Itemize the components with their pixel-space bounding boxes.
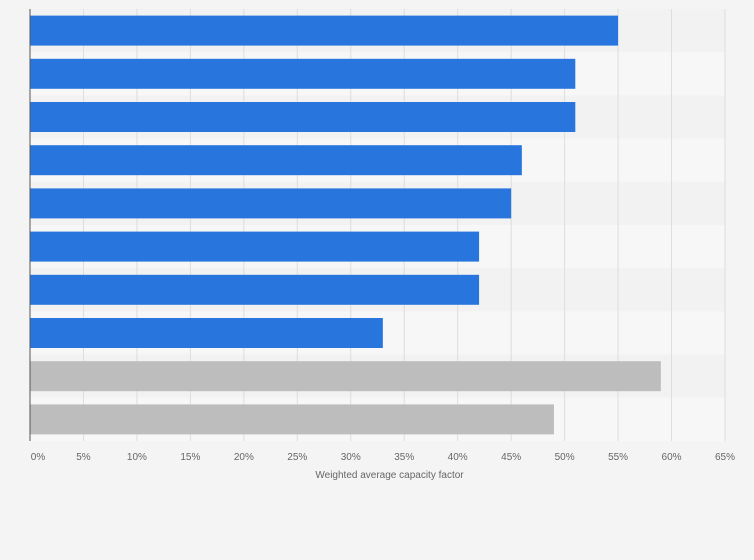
x-tick-label: 10% <box>127 452 147 463</box>
bar[interactable] <box>30 274 480 305</box>
x-tick-label: 65% <box>715 452 735 463</box>
x-tick-label: 40% <box>448 452 468 463</box>
bar[interactable] <box>30 404 554 435</box>
x-tick-label: 45% <box>501 452 521 463</box>
x-tick-label: 55% <box>608 452 628 463</box>
bar[interactable] <box>30 145 522 176</box>
x-axis-title: Weighted average capacity factor <box>315 470 464 481</box>
x-tick-label: 50% <box>555 452 575 463</box>
x-tick-label: 30% <box>341 452 361 463</box>
bar[interactable] <box>30 188 512 219</box>
bar[interactable] <box>30 15 619 46</box>
bar[interactable] <box>30 318 383 348</box>
x-axis-tick-labels: 0% 5% 10% 15% 20% 25% 30% 35% 40% 45% 50% 55% 60% 65% <box>31 452 735 463</box>
x-tick-label: 5% <box>76 452 91 463</box>
x-tick-label: 35% <box>394 452 414 463</box>
x-tick-label: 25% <box>287 452 307 463</box>
x-tick-label: 20% <box>234 452 254 463</box>
x-tick-label: 0% <box>31 452 46 463</box>
bar[interactable] <box>30 231 480 262</box>
bar[interactable] <box>30 102 576 132</box>
x-tick-label: 60% <box>662 452 682 463</box>
bar[interactable] <box>30 361 661 392</box>
bars <box>30 15 661 435</box>
x-tick-label: 15% <box>180 452 200 463</box>
bar[interactable] <box>30 58 576 89</box>
